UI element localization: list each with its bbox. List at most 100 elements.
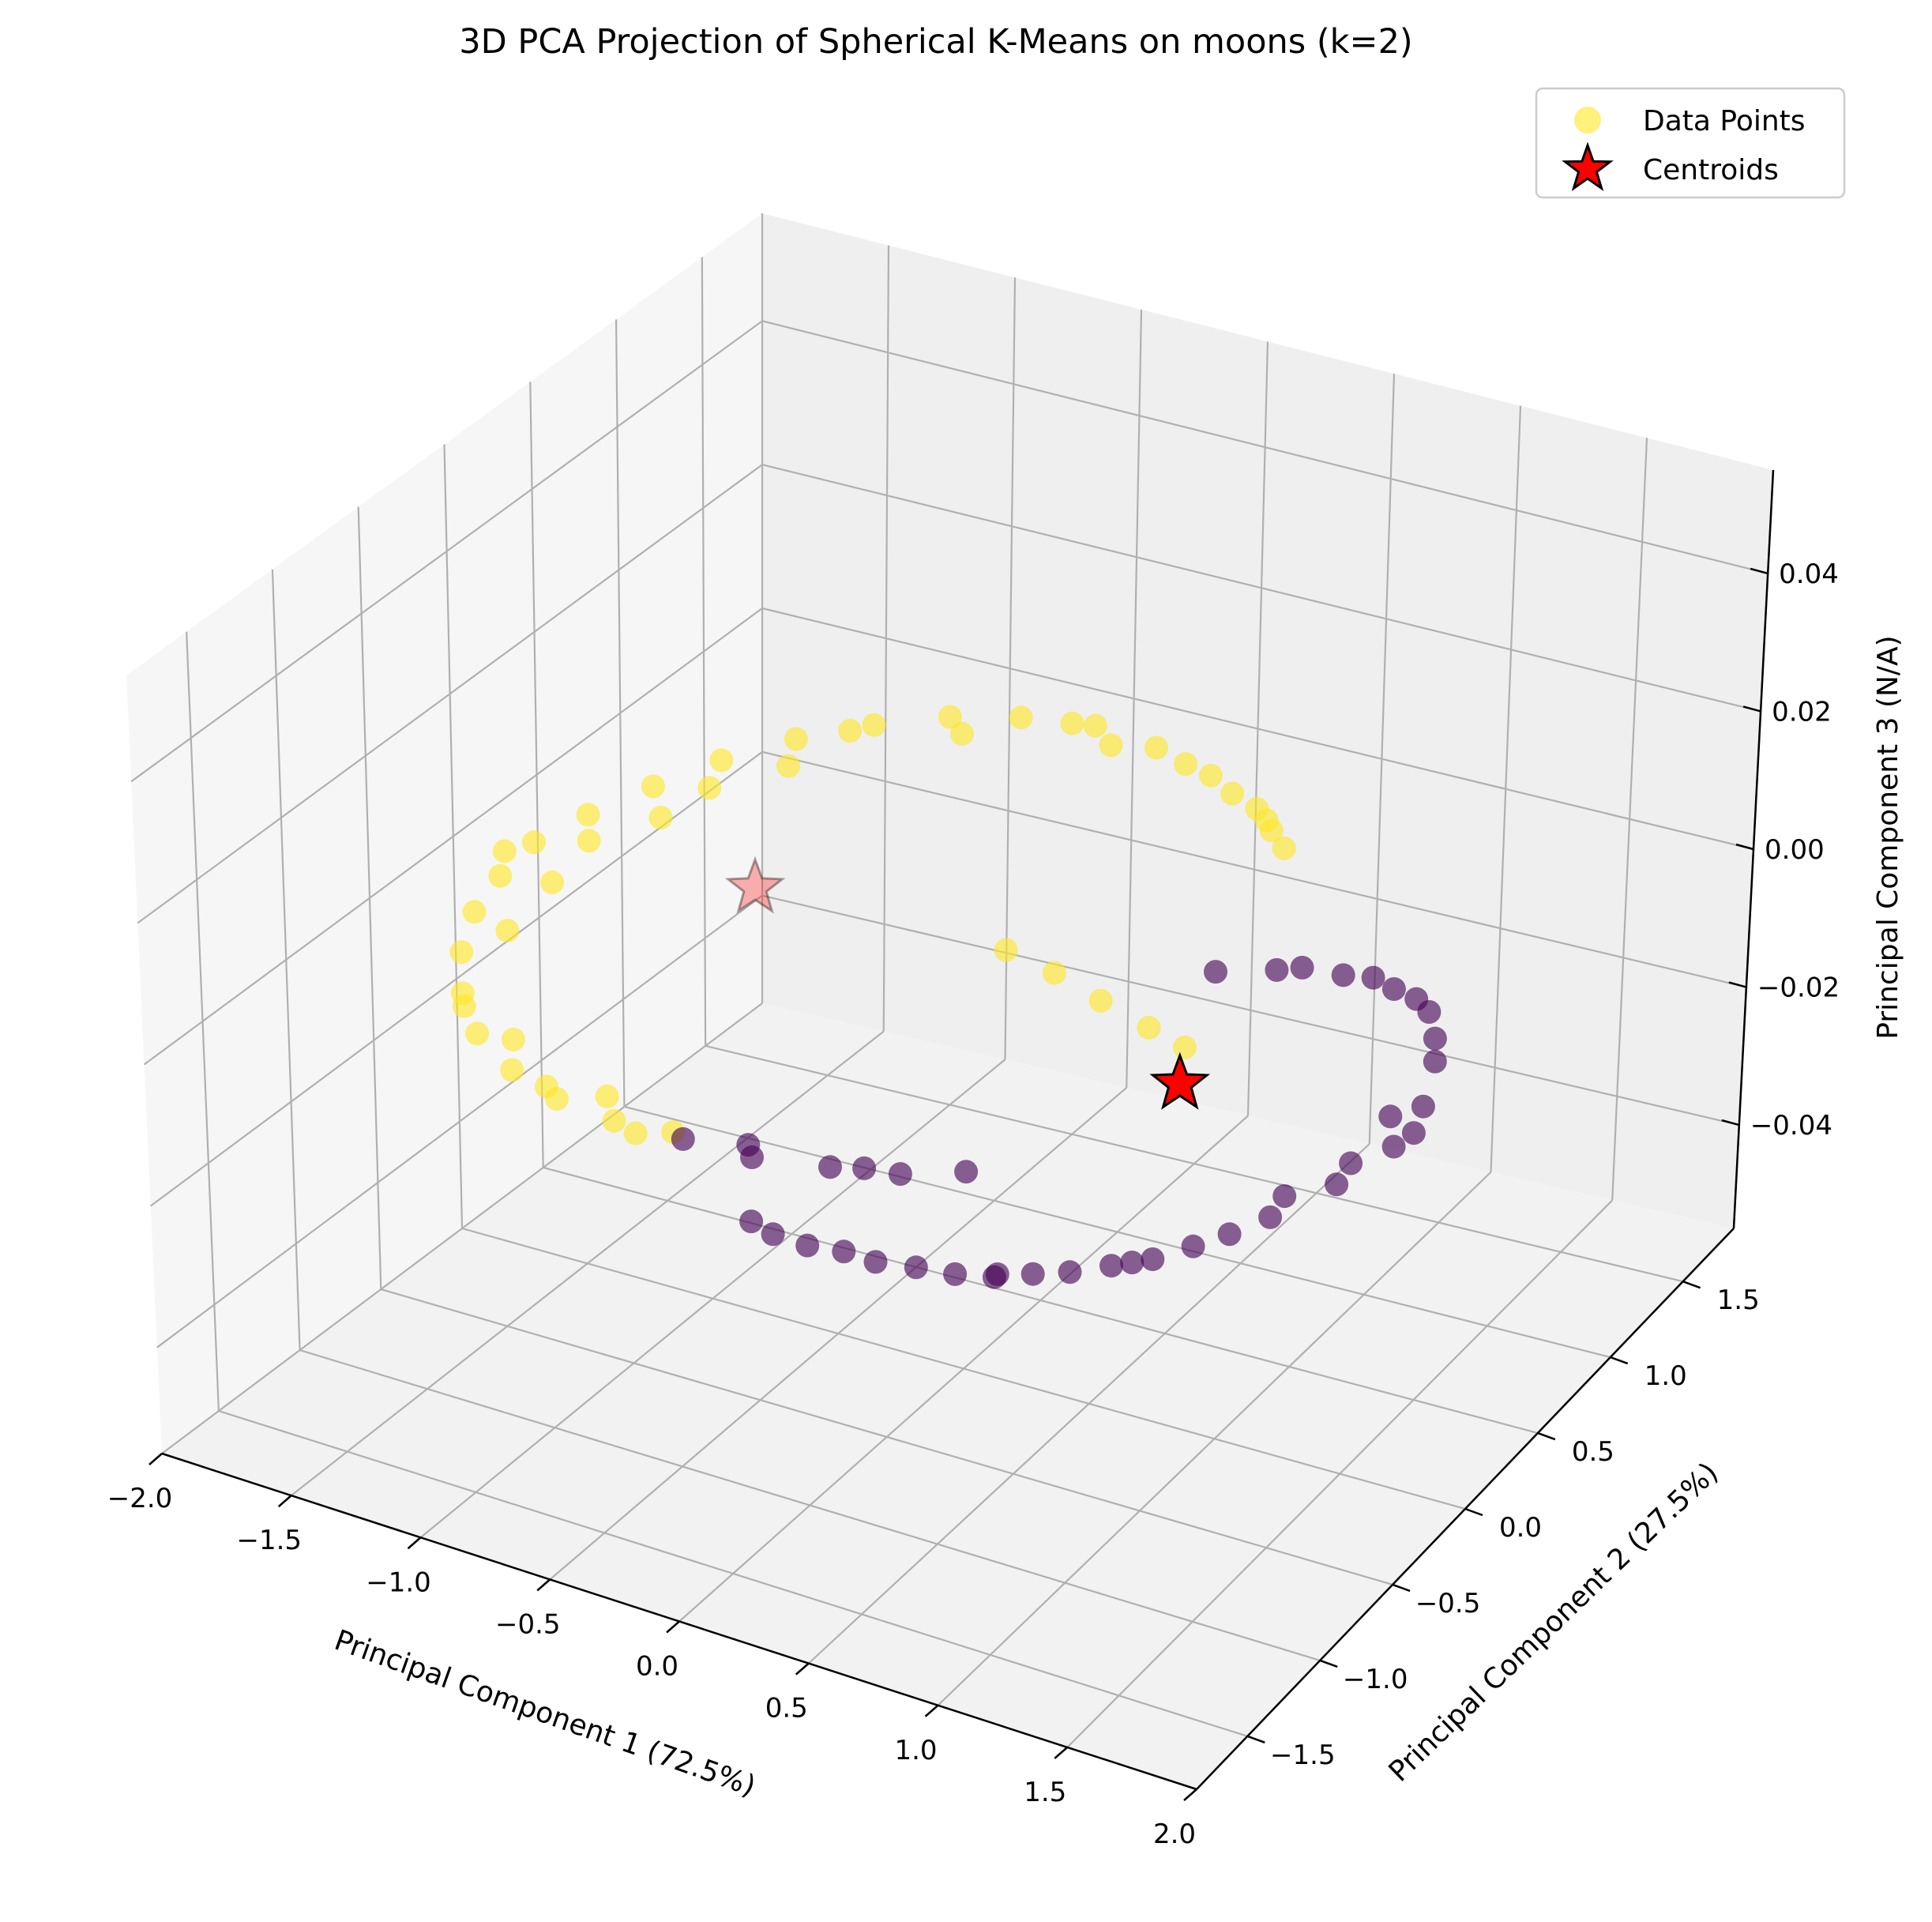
data-point-cluster-1 (462, 900, 487, 924)
data-point-cluster-0 (1339, 1151, 1363, 1175)
data-point-cluster-1 (950, 721, 974, 746)
data-point-cluster-1 (994, 938, 1018, 962)
x-tick-label: −0.5 (495, 1608, 561, 1640)
centroid-star-cluster-1 (724, 856, 786, 914)
x-tick-mark (277, 1495, 292, 1508)
data-point-cluster-0 (739, 1209, 764, 1234)
x-tick-label: 0.0 (636, 1651, 678, 1683)
data-point-cluster-0 (1099, 1254, 1123, 1278)
y-tick-mark (1682, 1280, 1701, 1289)
gridline-floor-y (543, 1166, 1539, 1435)
y-tick-label: −1.0 (1343, 1664, 1408, 1695)
x-tick-mark (666, 1620, 680, 1634)
axis-lines (148, 469, 1775, 1801)
data-point-cluster-1 (1174, 752, 1198, 777)
x-tick-label: −1.0 (366, 1567, 431, 1598)
x-tick-mark (1183, 1788, 1197, 1801)
z-axis-label: Principal Component 3 (N/A) (1872, 635, 1904, 1039)
data-point-cluster-1 (452, 994, 476, 1018)
gridline-floor-y (461, 1227, 1466, 1510)
data-point-cluster-0 (1058, 1260, 1082, 1284)
y-tick-mark (1319, 1659, 1338, 1668)
data-point-cluster-0 (1204, 960, 1227, 984)
gridline-back-z (761, 464, 1761, 713)
z-tick-label: 0.02 (1772, 696, 1832, 728)
data-point-cluster-0 (1423, 1026, 1447, 1051)
data-point-cluster-0 (954, 1160, 979, 1184)
legend-marker-centroids (1562, 141, 1614, 192)
x-tick-mark (148, 1453, 163, 1465)
data-point-cluster-0 (982, 1265, 1006, 1289)
data-point-cluster-0 (1120, 1251, 1145, 1275)
data-point-cluster-1 (648, 806, 673, 829)
legend-marker-data-points (1574, 107, 1601, 134)
data-point-cluster-0 (1381, 977, 1406, 1001)
data-point-cluster-1 (602, 1108, 626, 1133)
data-point-cluster-0 (740, 1145, 764, 1169)
data-point-cluster-0 (1181, 1234, 1205, 1258)
y-tick-mark (1610, 1356, 1629, 1365)
z-tick-label: 0.04 (1779, 559, 1839, 590)
data-point-cluster-0 (943, 1262, 968, 1286)
data-point-cluster-0 (671, 1126, 695, 1151)
data-point-cluster-0 (904, 1255, 928, 1280)
data-point-cluster-0 (1272, 1184, 1297, 1209)
data-point-cluster-1 (492, 839, 517, 863)
legend-frame (1535, 87, 1846, 199)
y-tick-label: 0.0 (1499, 1512, 1542, 1544)
data-point-cluster-1 (577, 829, 601, 853)
y-tick-mark (1464, 1507, 1483, 1517)
gridline-floor-y (299, 1349, 1321, 1661)
data-point-cluster-0 (1378, 1104, 1403, 1129)
x-tick-mark (1054, 1746, 1069, 1759)
gridline-back-z (761, 750, 1747, 988)
gridline-left-z (143, 607, 763, 1066)
data-point-cluster-1 (1173, 1035, 1197, 1059)
left-pane (126, 213, 762, 1454)
z-tick-mark (1742, 705, 1761, 713)
gridline-floor-y (218, 1410, 1248, 1737)
y-tick-mark (1537, 1431, 1556, 1441)
x-tick-mark (407, 1536, 422, 1550)
data-point-cluster-0 (1423, 1049, 1447, 1074)
y-tick-label: −0.5 (1415, 1588, 1481, 1619)
gridline-floor-y (624, 1105, 1611, 1359)
data-point-cluster-0 (888, 1162, 912, 1187)
data-point-cluster-0 (1258, 1205, 1283, 1229)
data-point-cluster-1 (1009, 705, 1033, 730)
data-point-cluster-1 (1088, 988, 1113, 1013)
data-point-cluster-1 (1199, 763, 1223, 788)
y-tick-label: −1.5 (1270, 1740, 1336, 1771)
data-point-cluster-1 (938, 705, 962, 729)
data-point-cluster-0 (1265, 957, 1289, 982)
data-point-cluster-0 (795, 1233, 820, 1258)
data-point-cluster-0 (1331, 963, 1355, 987)
data-point-cluster-0 (1381, 1134, 1406, 1159)
data-point-cluster-1 (838, 719, 863, 743)
data-point-cluster-1 (1060, 711, 1084, 735)
z-tick-label: −0.04 (1750, 1110, 1832, 1142)
y-tick-label: 0.5 (1572, 1436, 1614, 1468)
z-tick-label: 0.00 (1765, 834, 1825, 866)
data-point-cluster-1 (784, 727, 808, 751)
z-tick-mark (1728, 981, 1747, 988)
data-point-cluster-1 (1137, 1015, 1161, 1040)
data-point-cluster-0 (1141, 1247, 1165, 1271)
data-point-cluster-1 (1083, 713, 1107, 738)
gridline-floor-y (380, 1288, 1393, 1586)
x-axis-label: Principal Component 1 (72.5%) (330, 1624, 760, 1803)
y-tick-mark (1246, 1735, 1265, 1744)
data-point-cluster-0 (1401, 1121, 1426, 1145)
x-tick-label: 0.5 (765, 1693, 808, 1725)
x-tick-label: −2.0 (107, 1483, 173, 1514)
x-tick-label: 1.5 (1024, 1777, 1066, 1808)
data-point-cluster-1 (1220, 781, 1245, 806)
gridline-left-z (130, 320, 763, 783)
z-tick-label: −0.02 (1757, 972, 1840, 1004)
back-pane (762, 213, 1773, 1228)
data-point-cluster-1 (465, 1021, 489, 1046)
data-point-cluster-1 (522, 830, 546, 855)
chart-title: 3D PCA Projection of Spherical K-Means o… (459, 22, 1412, 62)
data-point-cluster-1 (1099, 733, 1123, 758)
data-point-cluster-1 (500, 1058, 524, 1082)
